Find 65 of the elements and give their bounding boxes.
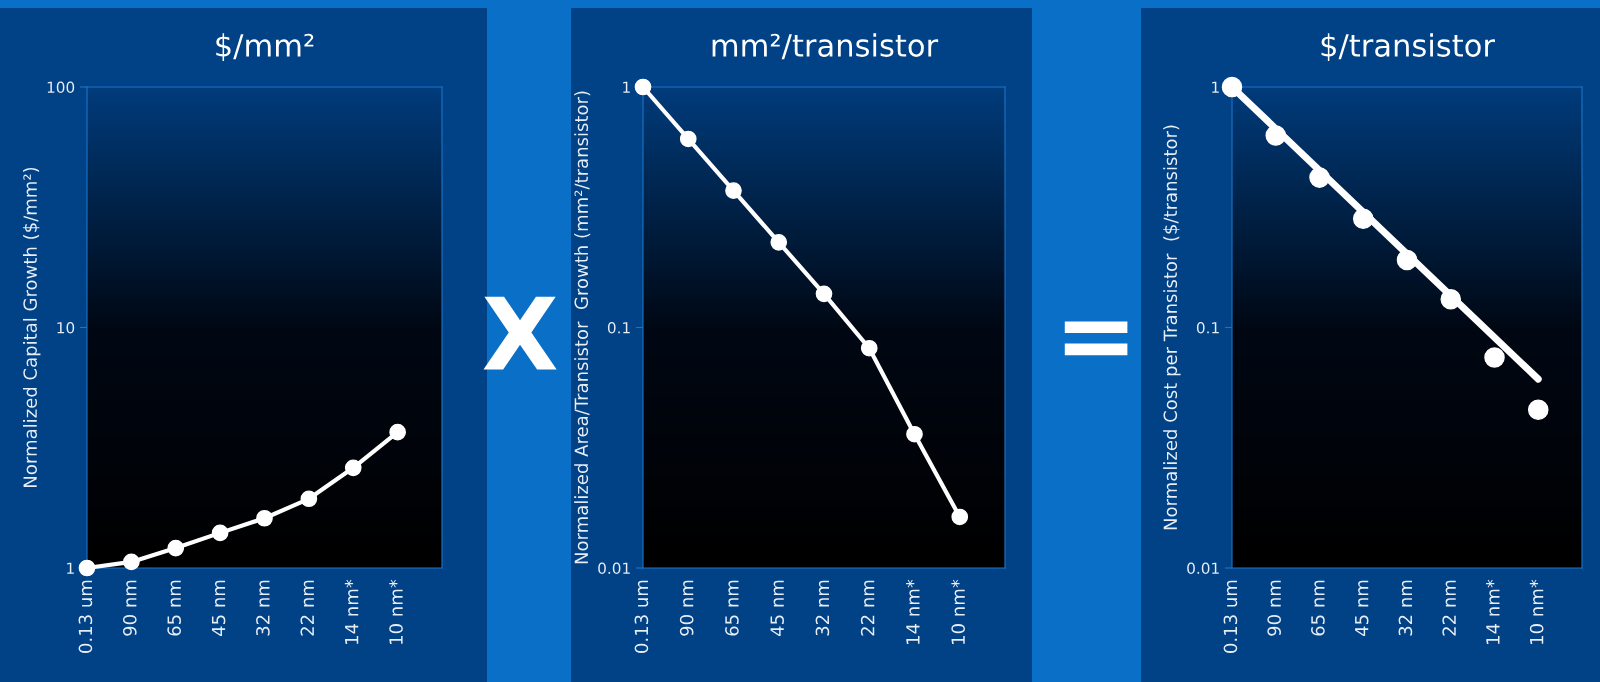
point bbox=[1527, 399, 1549, 421]
y-axis-title: Normalized Area/Transistor Growth (mm²/transistor) bbox=[574, 91, 591, 564]
x-tick-label: 0.13 um bbox=[1223, 580, 1238, 653]
x-tick-label: 14 nm* bbox=[344, 579, 359, 644]
point bbox=[1309, 167, 1330, 188]
y-tick-label: 0.1 bbox=[1196, 321, 1219, 334]
chart-title: $/mm² bbox=[216, 33, 314, 61]
x-tick-label: 32 nm bbox=[815, 580, 830, 636]
point bbox=[300, 490, 318, 508]
x-tick-label: 65 nm bbox=[167, 580, 181, 636]
y-tick-label: 0.01 bbox=[1187, 562, 1219, 575]
text: X bbox=[483, 296, 557, 370]
x-tick-label: 10 nm* bbox=[951, 579, 965, 644]
x-tick-label: 22 nm bbox=[1442, 580, 1456, 636]
point bbox=[1440, 289, 1462, 310]
x-tick-label: 65 nm bbox=[1311, 580, 1325, 636]
point bbox=[1221, 76, 1243, 98]
x-tick-label: 14 nm* bbox=[1486, 579, 1500, 644]
x-tick-label: 22 nm bbox=[300, 580, 314, 636]
x-tick-label: 22 nm bbox=[860, 580, 875, 636]
point bbox=[679, 130, 697, 148]
point bbox=[389, 423, 406, 441]
y-axis-title: Normalized Capital Growth ($/mm²) bbox=[23, 167, 41, 487]
y-axis-title: Normalized Cost per Transistor ($/transistor) bbox=[1163, 125, 1181, 530]
y-tick-label: 100 bbox=[47, 81, 75, 94]
point bbox=[770, 234, 788, 251]
x-tick-label: 0.13 um bbox=[634, 580, 649, 653]
x-tick-label: 10 nm* bbox=[1529, 579, 1544, 644]
point bbox=[1352, 208, 1374, 230]
x-tick-label: 45 nm bbox=[1355, 580, 1369, 636]
point bbox=[1265, 125, 1287, 146]
chart-title: $/transistor bbox=[1321, 33, 1495, 61]
y-tick-label: 0.1 bbox=[607, 321, 630, 334]
point bbox=[815, 285, 833, 303]
x-tick-label: 90 nm bbox=[122, 580, 137, 636]
x-tick-label: 45 nm bbox=[211, 580, 226, 636]
point bbox=[78, 559, 96, 577]
x-tick-label: 90 nm bbox=[1267, 580, 1281, 636]
point bbox=[860, 339, 878, 357]
x-tick-label: 10 nm* bbox=[389, 579, 403, 644]
point bbox=[1484, 347, 1505, 368]
x-tick-label: 0.13 um bbox=[78, 580, 93, 653]
point bbox=[256, 509, 273, 527]
point bbox=[951, 508, 969, 526]
y-tick-label: 1 bbox=[1212, 81, 1219, 93]
x-tick-label: 90 nm bbox=[679, 580, 694, 636]
y-tick-label: 10 bbox=[57, 321, 75, 334]
x-tick-label: 14 nm* bbox=[906, 579, 920, 644]
x-tick-label: 32 nm bbox=[256, 580, 270, 636]
x-tick-label: 65 nm bbox=[725, 580, 739, 636]
chart-title: mm²/transistor bbox=[712, 33, 939, 60]
point bbox=[1396, 249, 1418, 271]
point bbox=[906, 425, 923, 443]
point bbox=[211, 524, 229, 542]
y-tick-label: 0.01 bbox=[598, 562, 630, 575]
point bbox=[344, 459, 362, 477]
y-tick-label: 1 bbox=[67, 562, 74, 574]
x-tick-label: 32 nm bbox=[1398, 580, 1413, 636]
y-tick-label: 1 bbox=[623, 81, 630, 93]
point bbox=[123, 553, 140, 571]
point bbox=[725, 182, 742, 199]
text: = bbox=[1064, 321, 1128, 356]
point bbox=[167, 539, 185, 557]
x-tick-label: 45 nm bbox=[770, 580, 784, 636]
point bbox=[634, 78, 652, 96]
